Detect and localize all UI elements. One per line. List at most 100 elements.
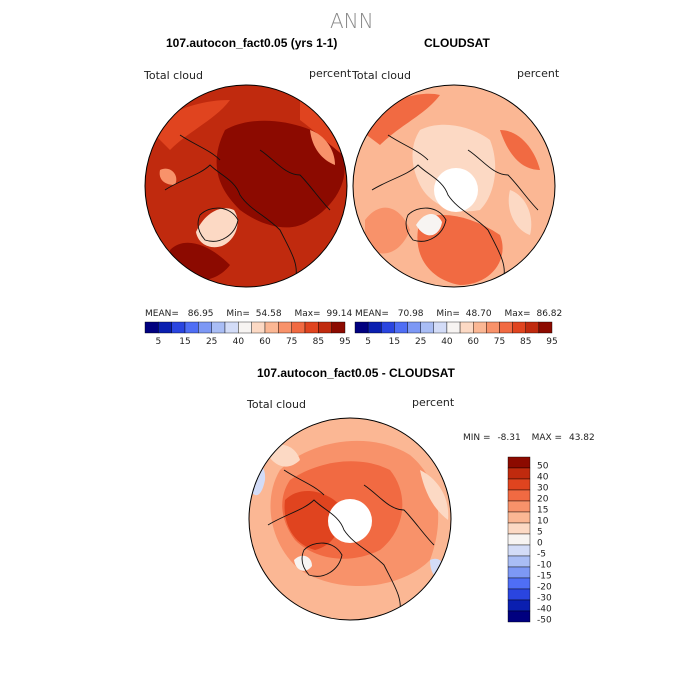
colorbar-cell xyxy=(507,533,531,546)
panel1-map-border xyxy=(144,84,348,288)
panel3-min-value: -8.31 xyxy=(497,433,521,443)
colorbar-tick-label: -5 xyxy=(537,549,546,559)
panel1-min-value: 54.58 xyxy=(255,309,282,319)
colorbar-cell xyxy=(507,555,531,568)
colorbar-tick-label: 0 xyxy=(537,538,543,548)
colorbar-cell xyxy=(407,321,421,334)
p3-pale-region xyxy=(420,470,449,520)
p2-pale-region xyxy=(416,214,442,236)
colorbar-tick-label: 5 xyxy=(155,337,161,347)
panel2-title: CLOUDSAT xyxy=(424,36,490,50)
panel3-max-value: 43.82 xyxy=(568,433,595,443)
colorbar-tick-label: 40 xyxy=(233,337,245,347)
colorbar-tick-label: -15 xyxy=(537,571,552,581)
colorbar-cell xyxy=(433,321,448,334)
panel2-map-border xyxy=(352,84,556,288)
colorbar-tick-label: 60 xyxy=(259,337,271,347)
colorbar-cell xyxy=(507,511,531,524)
panel2-stats: MEAN= 70.98 Min= 48.70 Max= 86.82 xyxy=(355,309,562,319)
panel1-left-label: Total cloud xyxy=(144,69,203,82)
panel2-min-label: Min= xyxy=(436,309,460,319)
colorbar-tick-label: 10 xyxy=(537,516,549,526)
colorbar-cell xyxy=(446,321,461,334)
colorbar-tick-label: 95 xyxy=(339,337,350,347)
colorbar-cell xyxy=(251,321,266,334)
colorbar-cell xyxy=(158,321,172,334)
colorbar-tick-label: 40 xyxy=(441,337,453,347)
panel1-max-value: 99.14 xyxy=(326,309,353,319)
panel1-stats: MEAN= 86.95 Min= 54.58 Max= 99.14 xyxy=(145,309,352,319)
p2-dark-region xyxy=(417,215,503,285)
colorbar-cell xyxy=(507,456,531,469)
colorbar-tick-label: 75 xyxy=(494,337,505,347)
colorbar-cell xyxy=(238,321,252,334)
p2-mid-region xyxy=(365,207,410,254)
colorbar-cell xyxy=(507,599,531,612)
panel3-max-label: MAX = xyxy=(531,433,563,443)
panel1-mean-label: MEAN= xyxy=(145,309,179,319)
p1-dark-region xyxy=(216,120,345,228)
p1-greenland-patch xyxy=(196,208,238,248)
colorbar-cell xyxy=(304,321,319,334)
colorbar-cell xyxy=(198,321,212,334)
colorbar-cell xyxy=(318,321,332,334)
panel2-right-label: percent xyxy=(517,67,560,80)
colorbar-cell xyxy=(394,321,408,334)
colorbar-cell xyxy=(184,321,199,334)
colorbar-tick-label: 50 xyxy=(537,461,549,471)
colorbar-cell xyxy=(499,321,513,334)
colorbar-cell xyxy=(507,577,531,590)
colorbar-cell xyxy=(507,467,531,480)
colorbar-tick-label: 15 xyxy=(537,505,548,515)
p2-coastline xyxy=(371,134,539,281)
panel1-mean-value: 86.95 xyxy=(187,309,214,319)
panel1-title: 107.autocon_fact0.05 (yrs 1-1) xyxy=(166,36,338,50)
panel1-min-label: Min= xyxy=(226,309,250,319)
colorbar-tick-label: -50 xyxy=(537,615,552,625)
main-title: ANN xyxy=(330,9,374,33)
colorbar-tick-label: -20 xyxy=(537,582,552,592)
colorbar-cell xyxy=(538,321,553,334)
colorbar-cell xyxy=(459,321,474,334)
colorbar-cell xyxy=(264,321,279,334)
colorbar-tick-label: 15 xyxy=(389,337,400,347)
colorbar-cell xyxy=(144,321,159,334)
panel1-map xyxy=(145,85,347,287)
colorbar-tick-label: 40 xyxy=(537,472,549,482)
panel3-left-label: Total cloud xyxy=(247,398,306,411)
colorbar-cell xyxy=(473,321,487,334)
p1-mid-region xyxy=(300,100,347,160)
colorbar-cell xyxy=(486,321,500,334)
p2-dark-region xyxy=(360,93,440,145)
panel2-max-label: Max= xyxy=(504,309,531,319)
colorbar-cell xyxy=(367,321,382,334)
panel2-max-value: 86.82 xyxy=(536,309,563,319)
colorbar-cell xyxy=(507,544,531,557)
colorbar-cell xyxy=(420,321,434,334)
colorbar-cell xyxy=(224,321,239,334)
colorbar-tick-label: 85 xyxy=(520,337,531,347)
panel1-colorbar: 5 15 25 40 60 75 85 95 xyxy=(144,321,351,347)
colorbar-tick-label: 5 xyxy=(365,337,371,347)
panel3-stats: MIN = -8.31 MAX = 43.82 xyxy=(463,433,595,443)
p3-coastline xyxy=(267,469,435,616)
panel3-right-label: percent xyxy=(412,396,455,409)
colorbar-tick-label: 60 xyxy=(467,337,479,347)
colorbar-tick-label: 5 xyxy=(537,527,543,537)
p1-light-region xyxy=(159,168,177,185)
panel1-right-label: percent xyxy=(309,67,352,80)
colorbar-tick-label: 20 xyxy=(537,494,549,504)
colorbar-tick-label: 15 xyxy=(179,337,190,347)
panel1-max-label: Max= xyxy=(294,309,321,319)
panel2-mean-label: MEAN= xyxy=(355,309,389,319)
colorbar-cell xyxy=(507,478,531,491)
colorbar-cell xyxy=(331,321,346,334)
panel2-map xyxy=(353,85,555,287)
panel3-min-label: MIN = xyxy=(463,433,491,443)
colorbar-cell xyxy=(507,500,531,513)
panel2-left-label: Total cloud xyxy=(352,69,411,82)
colorbar-cell xyxy=(278,321,292,334)
p1-light-region xyxy=(310,130,335,165)
